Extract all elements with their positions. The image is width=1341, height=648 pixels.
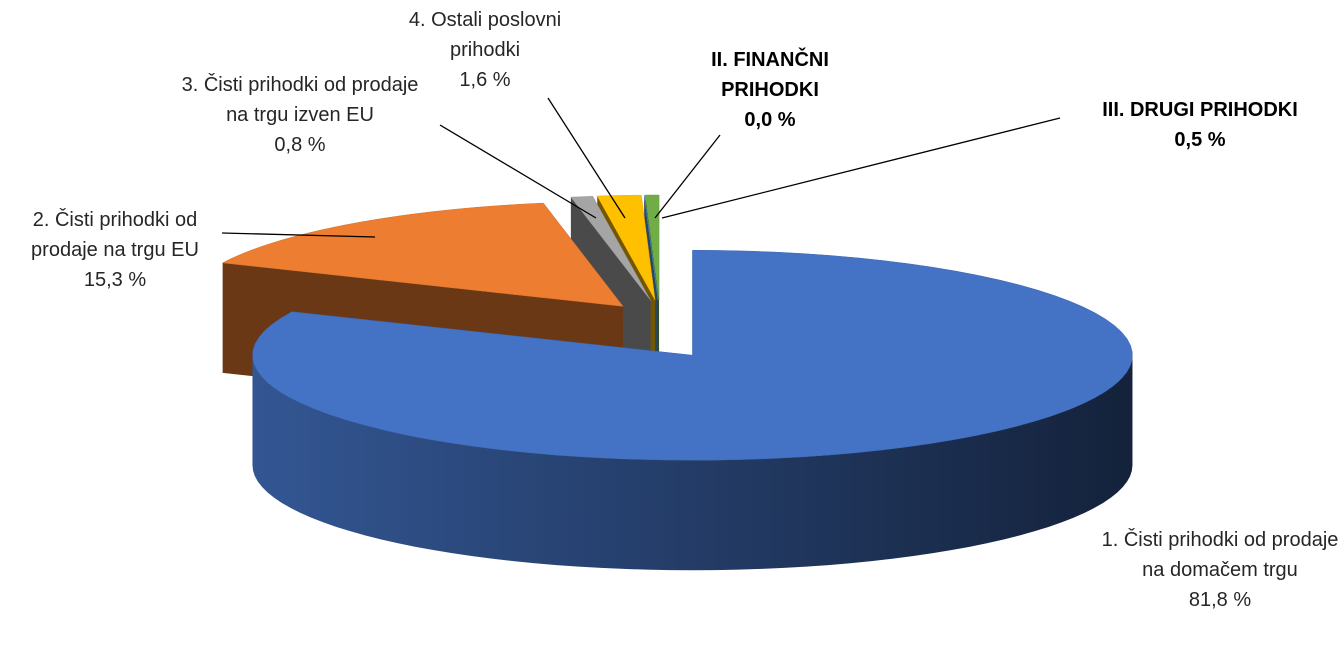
slice [644, 195, 659, 301]
category-label: 1. Čisti prihodki od prodaje na domačem … [1101, 529, 1339, 581]
category-label: 2. Čisti prihodki od prodaje na trgu EU [31, 209, 199, 261]
slice-label: 1. Čisti prihodki od prodaje na domačem … [1100, 525, 1340, 615]
value-label: 0,0 % [744, 109, 796, 131]
slice [644, 194, 660, 301]
value-label: 15,3 % [83, 269, 147, 291]
category-label: 3. Čisti prihodki od prodaje na trgu izv… [181, 74, 419, 126]
category-label: III. DRUGI PRIHODKI [1102, 99, 1298, 121]
category-label: II. FINANČNI PRIHODKI [711, 49, 829, 101]
leader-line [547, 97, 626, 219]
slice [570, 196, 651, 301]
slice [252, 249, 1133, 461]
value-label: 1,6 % [459, 69, 511, 91]
category-label: 4. Ostali poslovni prihodki [408, 9, 562, 61]
leader-line [221, 232, 376, 238]
slice [596, 194, 656, 301]
leader-line [654, 134, 721, 219]
slice-label: 4. Ostali poslovni prihodki 1,6 % [400, 5, 570, 95]
slice-label: III. DRUGI PRIHODKI 0,5 % [1050, 95, 1341, 155]
slice [221, 202, 624, 307]
value-label: 0,5 % [1174, 129, 1226, 151]
slice-label: 3. Čisti prihodki od prodaje na trgu izv… [175, 70, 425, 160]
value-label: 0,8 % [274, 134, 326, 156]
slice-label: II. FINANČNI PRIHODKI 0,0 % [685, 45, 855, 135]
slice-label: 2. Čisti prihodki od prodaje na trgu EU 1… [0, 205, 230, 295]
slice-wall [252, 355, 1133, 571]
leader-line [439, 124, 597, 219]
leader-line [661, 117, 1061, 219]
value-label: 81,8 % [1188, 589, 1252, 611]
